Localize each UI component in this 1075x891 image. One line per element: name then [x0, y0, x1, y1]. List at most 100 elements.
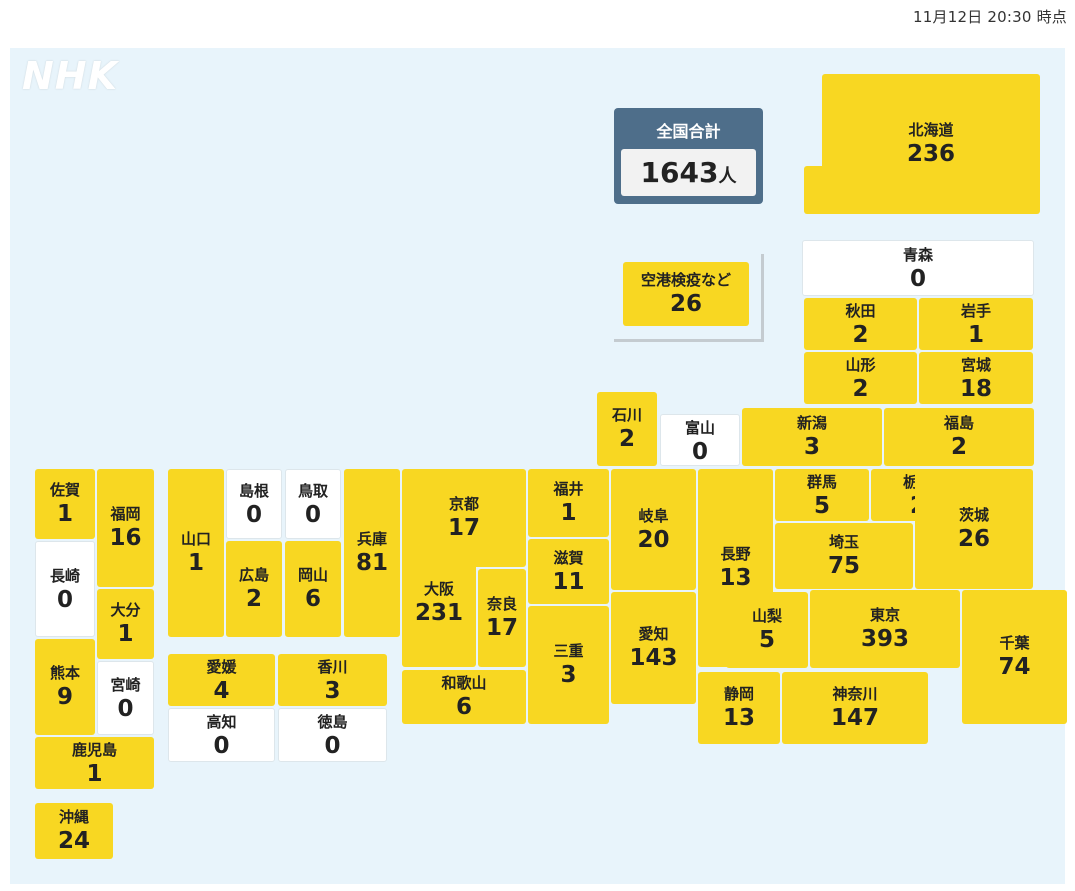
prefecture-count: 20	[637, 527, 670, 553]
prefecture-name: 京都	[448, 495, 479, 513]
prefecture-count: 1	[560, 500, 577, 526]
prefecture-name: 広島	[238, 566, 269, 584]
prefecture-kumamoto[interactable]: 熊本 9	[35, 639, 95, 735]
prefecture-name: 鹿児島	[71, 741, 117, 759]
prefecture-kochi[interactable]: 高知 0	[168, 708, 275, 762]
prefecture-name: 島根	[238, 482, 269, 500]
prefecture-name: 沖縄	[58, 808, 89, 826]
prefecture-name: 秋田	[845, 302, 876, 320]
prefecture-name: 三重	[553, 642, 584, 660]
prefecture-count: 0	[909, 266, 926, 292]
prefecture-count: 24	[57, 828, 90, 854]
prefecture-name: 神奈川	[832, 685, 878, 703]
prefecture-name: 空港検疫など	[640, 271, 731, 289]
prefecture-akita[interactable]: 秋田 2	[804, 298, 917, 350]
prefecture-miyagi[interactable]: 宮城 18	[919, 352, 1033, 404]
prefecture-fukuoka[interactable]: 福岡 16	[97, 469, 154, 587]
prefecture-name: 岡山	[297, 566, 328, 584]
prefecture-gunma[interactable]: 群馬 5	[775, 469, 869, 521]
national-total-unit: 人	[718, 166, 737, 187]
prefecture-fukushima[interactable]: 福島 2	[884, 408, 1034, 466]
prefecture-kanagawa[interactable]: 神奈川 147	[782, 672, 928, 744]
prefecture-count: 1	[56, 501, 73, 527]
national-total-panel: 全国合計 1643人	[614, 108, 763, 204]
prefecture-count: 231	[414, 600, 463, 626]
prefecture-name: 静岡	[723, 685, 754, 703]
prefecture-saga[interactable]: 佐賀 1	[35, 469, 95, 539]
nhk-logo: NHK	[22, 54, 119, 98]
prefecture-oita[interactable]: 大分 1	[97, 589, 154, 659]
prefecture-count: 0	[245, 502, 262, 528]
prefecture-name: 福岡	[110, 505, 141, 523]
prefecture-saitama[interactable]: 埼玉 75	[775, 523, 913, 589]
prefecture-count: 6	[455, 694, 472, 720]
prefecture-wakayama[interactable]: 和歌山 6	[402, 670, 526, 724]
prefecture-name: 熊本	[49, 664, 80, 682]
prefecture-name: 石川	[611, 406, 642, 424]
prefecture-count: 1	[967, 322, 984, 348]
prefecture-aomori[interactable]: 青森 0	[802, 240, 1034, 296]
prefecture-airport[interactable]: 空港検疫など 26	[623, 262, 749, 326]
prefecture-kagoshima[interactable]: 鹿児島 1	[35, 737, 154, 789]
prefecture-name: 愛知	[638, 625, 669, 643]
prefecture-count: 1	[117, 621, 134, 647]
prefecture-count: 13	[722, 705, 755, 731]
prefecture-name: 岩手	[960, 302, 991, 320]
prefecture-chiba[interactable]: 千葉 74	[962, 590, 1067, 724]
prefecture-count: 5	[758, 627, 775, 653]
prefecture-count: 16	[109, 525, 142, 551]
prefecture-name: 兵庫	[356, 530, 387, 548]
prefecture-count: 18	[959, 376, 992, 402]
prefecture-gifu[interactable]: 岐阜 20	[611, 469, 696, 590]
prefecture-count: 2	[245, 586, 262, 612]
prefecture-count: 81	[355, 550, 388, 576]
prefecture-name: 和歌山	[441, 674, 487, 692]
prefecture-yamanashi[interactable]: 山梨 5	[726, 592, 808, 668]
prefecture-iwate[interactable]: 岩手 1	[919, 298, 1033, 350]
prefecture-count: 0	[691, 439, 708, 465]
prefecture-count: 3	[324, 678, 341, 704]
prefecture-tottori[interactable]: 鳥取 0	[285, 469, 341, 539]
prefecture-count: 0	[304, 502, 321, 528]
prefecture-shimane[interactable]: 島根 0	[226, 469, 282, 539]
prefecture-shizuoka[interactable]: 静岡 13	[698, 672, 780, 744]
prefecture-tokushima[interactable]: 徳島 0	[278, 708, 387, 762]
prefecture-fukui[interactable]: 福井 1	[528, 469, 609, 537]
prefecture-tokyo[interactable]: 東京 393	[810, 590, 960, 668]
national-total-value: 1643	[640, 156, 719, 189]
prefecture-ibaraki[interactable]: 茨城 26	[915, 469, 1033, 589]
prefecture-nara[interactable]: 奈良 17	[478, 569, 526, 667]
prefecture-ishikawa[interactable]: 石川 2	[597, 392, 657, 466]
prefecture-okayama[interactable]: 岡山 6	[285, 541, 341, 637]
prefecture-count: 393	[860, 626, 909, 652]
prefecture-name: 山形	[845, 356, 876, 374]
prefecture-count: 0	[213, 733, 230, 759]
prefecture-name: 福井	[553, 480, 584, 498]
prefecture-yamagata[interactable]: 山形 2	[804, 352, 917, 404]
prefecture-niigata[interactable]: 新潟 3	[742, 408, 882, 466]
prefecture-count: 11	[552, 569, 585, 595]
prefecture-mie[interactable]: 三重 3	[528, 606, 609, 724]
prefecture-name: 佐賀	[49, 481, 80, 499]
prefecture-name: 新潟	[796, 414, 827, 432]
prefecture-count: 2	[852, 322, 869, 348]
prefecture-hyogo[interactable]: 兵庫 81	[344, 469, 400, 637]
prefecture-hiroshima[interactable]: 広島 2	[226, 541, 282, 637]
prefecture-count: 74	[998, 654, 1031, 680]
prefecture-name: 岐阜	[638, 507, 669, 525]
prefecture-osaka[interactable]: 大阪 231	[402, 539, 476, 667]
prefecture-shiga[interactable]: 滋賀 11	[528, 539, 609, 604]
prefecture-count: 26	[957, 526, 990, 552]
prefecture-aichi[interactable]: 愛知 143	[611, 592, 696, 704]
prefecture-name: 愛媛	[206, 658, 237, 676]
prefecture-toyama[interactable]: 富山 0	[660, 414, 740, 466]
prefecture-yamaguchi[interactable]: 山口 1	[168, 469, 224, 637]
prefecture-ehime[interactable]: 愛媛 4	[168, 654, 275, 706]
prefecture-name: 滋賀	[553, 549, 584, 567]
hokkaido-peninsula	[804, 166, 862, 214]
prefecture-kagawa[interactable]: 香川 3	[278, 654, 387, 706]
prefecture-name: 福島	[943, 414, 974, 432]
prefecture-miyazaki[interactable]: 宮崎 0	[97, 661, 154, 735]
prefecture-okinawa[interactable]: 沖縄 24	[35, 803, 113, 859]
prefecture-nagasaki[interactable]: 長崎 0	[35, 541, 95, 637]
